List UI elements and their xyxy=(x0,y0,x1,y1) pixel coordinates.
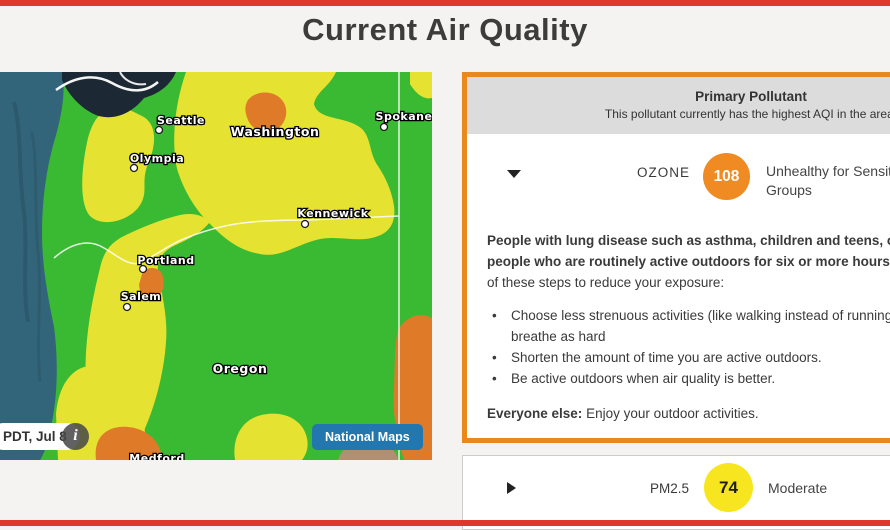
pollutant-name-pm25: PM2.5 xyxy=(649,481,689,496)
city-label-medford: Medford xyxy=(129,452,184,460)
map-labels: Seattle Olympia Spokane Kennewick Portla… xyxy=(119,109,432,460)
city-label-seattle: Seattle xyxy=(157,114,205,127)
map-ocean xyxy=(0,72,64,460)
map-canvas: Seattle Olympia Spokane Kennewick Portla… xyxy=(0,72,432,460)
air-quality-map[interactable]: Seattle Olympia Spokane Kennewick Portla… xyxy=(0,72,432,460)
city-label-olympia: Olympia xyxy=(130,152,184,165)
state-label-washington: Washington xyxy=(231,124,320,139)
list-item: Be active outdoors when air quality is b… xyxy=(487,368,890,389)
advisory-line-1: People with lung disease such as asthma,… xyxy=(487,230,890,251)
primary-pollutant-header: Primary Pollutant This pollutant current… xyxy=(467,77,890,134)
advisory-line-2: people who are routinely active outdoors… xyxy=(487,251,890,272)
bullet-3-line-1: Be active outdoors when air quality is b… xyxy=(511,371,776,386)
map-city-dots xyxy=(122,122,389,312)
ozone-row[interactable]: OZONE 108 Unhealthy for Sensitive Groups xyxy=(467,134,890,216)
pollutant-name-ozone: OZONE xyxy=(636,165,690,180)
ozone-category: Unhealthy for Sensitive Groups xyxy=(766,163,890,198)
advisory-line-2-bold: people who are routinely active outdoors… xyxy=(487,254,890,269)
bottom-accent-bar xyxy=(0,520,890,526)
map-region-usg-orange xyxy=(95,92,432,460)
everyone-else-note: Everyone else: Enjoy your outdoor activi… xyxy=(487,406,759,421)
city-label-spokane: Spokane xyxy=(376,110,432,123)
collapse-arrow-icon[interactable] xyxy=(507,170,521,178)
pm25-category: Moderate xyxy=(768,480,828,496)
ozone-aqi-badge: 108 xyxy=(703,153,750,200)
city-label-salem: Salem xyxy=(121,290,162,303)
primary-pollutant-subtitle: This pollutant currently has the highest… xyxy=(604,107,890,121)
advisory-line-1-bold: People with lung disease such as asthma,… xyxy=(487,233,890,248)
advisory-bullet-list: Choose less strenuous activities (like w… xyxy=(487,305,890,389)
everyone-else-label: Everyone else: xyxy=(487,406,583,421)
city-label-kennewick: Kennewick xyxy=(297,207,368,220)
bullet-2-line-1: Shorten the amount of time you are activ… xyxy=(511,350,822,365)
map-dark-region xyxy=(55,72,176,118)
bullet-1-line-1: Choose less strenuous activities (like w… xyxy=(511,308,890,323)
info-icon[interactable]: i xyxy=(62,423,89,450)
advisory-line-3: of these steps to reduce your exposure: xyxy=(487,275,725,290)
expand-arrow-icon[interactable] xyxy=(507,482,516,494)
list-item: Choose less strenuous activities (like w… xyxy=(487,305,890,347)
health-advisory-text: People with lung disease such as asthma,… xyxy=(487,230,890,293)
national-maps-button[interactable]: National Maps xyxy=(312,424,423,450)
list-item: Shorten the amount of time you are activ… xyxy=(487,347,890,368)
top-accent-bar xyxy=(0,0,890,6)
primary-pollutant-panel: Primary Pollutant This pollutant current… xyxy=(462,72,890,443)
state-label-oregon: Oregon xyxy=(213,361,268,376)
city-label-portland: Portland xyxy=(137,254,194,267)
pm25-aqi-badge: 74 xyxy=(704,463,753,512)
map-state-borders xyxy=(53,72,400,460)
everyone-else-text: Enjoy your outdoor activities. xyxy=(582,406,759,421)
primary-pollutant-title: Primary Pollutant xyxy=(695,89,807,104)
bullet-1-line-2: breathe as hard xyxy=(511,329,606,344)
page-title: Current Air Quality xyxy=(302,12,588,47)
pm25-panel[interactable]: PM2.5 74 Moderate xyxy=(462,455,890,530)
